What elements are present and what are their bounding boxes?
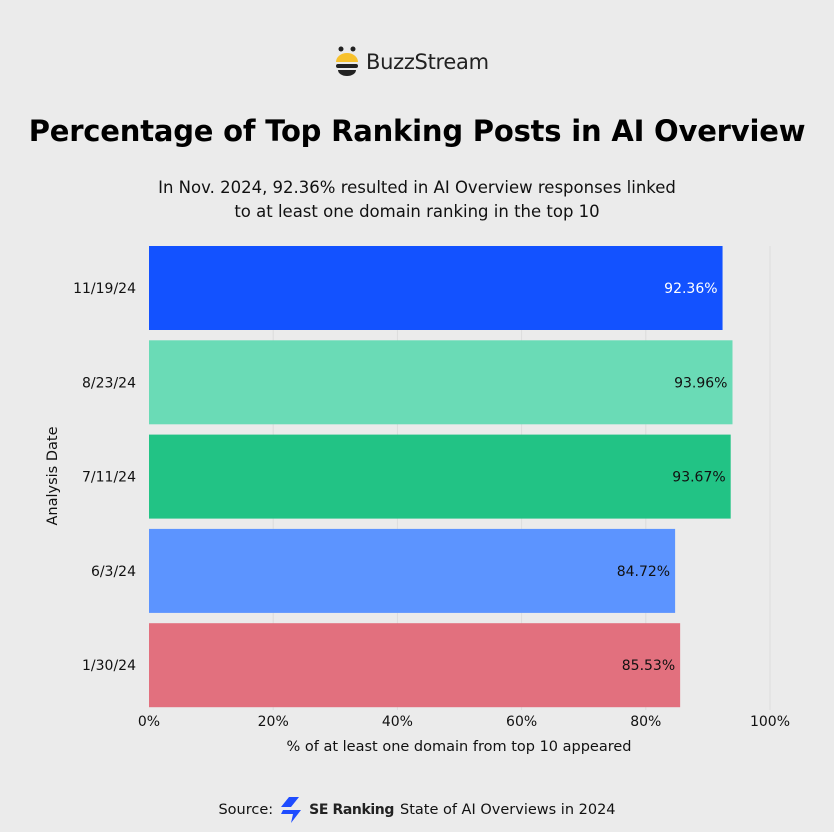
x-tick-label: 0% [138,714,160,730]
y-tick-label: 8/23/24 [82,375,136,391]
brand-name: BuzzStream [366,50,489,74]
bar [149,434,731,519]
y-axis-label: Analysis Date [45,426,61,525]
data-label: 84.72% [617,564,670,580]
x-tick-label: 80% [630,714,661,730]
x-tick-label: 60% [506,714,537,730]
source-prefix: Source: [218,802,274,818]
data-label: 85.53% [622,658,675,674]
x-tick-label: 100% [750,714,790,730]
bar [149,340,733,425]
x-axis-label: % of at least one domain from top 10 app… [287,739,632,755]
bar [149,246,723,330]
source-line: Source: SE Ranking State of AI Overviews… [0,796,834,824]
x-tick-label: 40% [382,714,413,730]
bar [149,528,676,613]
bar-chart: 0% 20% 40% 60% 80% 100% 92.36% 11/19/24 93.96% 8/… [45,246,790,755]
y-tick-label: 11/19/24 [73,281,136,297]
se-ranking-icon [281,797,302,823]
buzzstream-logo: BuzzStream [334,46,489,78]
chart-title: Percentage of Top Ranking Posts in AI Ov… [28,114,806,148]
y-tick-label: 1/30/24 [82,658,136,674]
bee-icon [336,46,358,76]
chart-subtitle: In Nov. 2024, 92.36% resulted in AI Over… [158,178,676,221]
y-tick-label: 7/11/24 [82,470,136,486]
y-tick-label: 6/3/24 [91,564,136,580]
data-label: 92.36% [664,281,717,297]
bar [149,623,681,708]
data-label: 93.96% [674,375,727,391]
x-tick-label: 20% [258,714,289,730]
data-label: 93.67% [672,470,725,486]
source-brand: SE Ranking [309,802,394,818]
source-text: State of AI Overviews in 2024 [399,802,616,818]
